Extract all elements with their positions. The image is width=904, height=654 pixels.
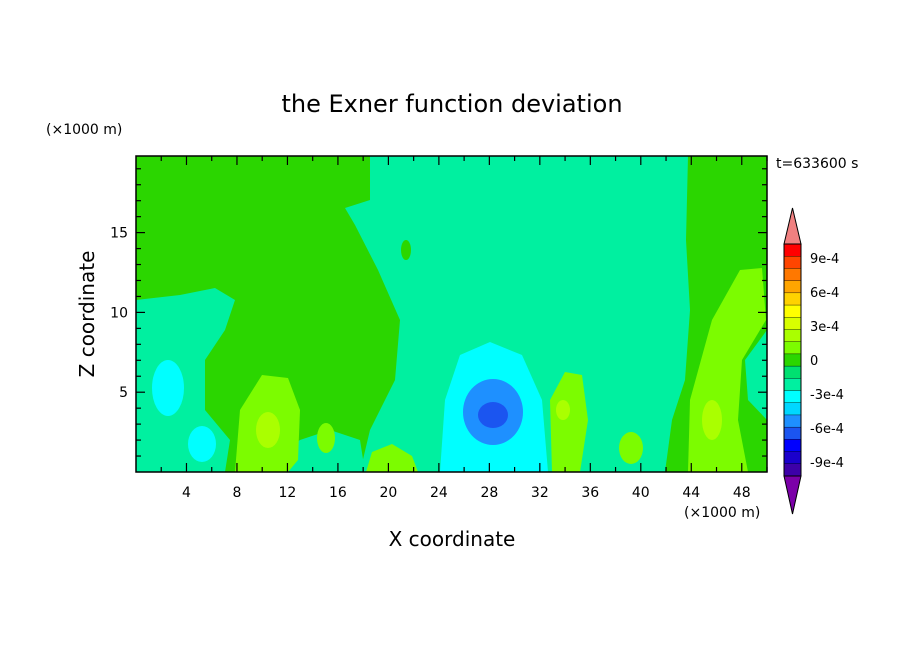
colorbar-band [783,268,802,282]
time-label: t=633600 s [776,156,858,172]
colorbar-min-arrow [783,475,802,515]
y-axis-label: Z coordinate [75,251,99,378]
x-tick-label: 40 [632,485,650,501]
colorbar-band [783,243,802,257]
colorbar-band [783,317,802,331]
x-tick-label: 20 [379,485,397,501]
plot-frame [135,155,768,473]
x-tick-label: 8 [232,485,241,501]
x-tick-label: 48 [733,485,751,501]
colorbar-band [783,329,802,343]
x-tick-label: 32 [531,485,549,501]
contour-field [136,156,767,472]
colorbar-band [783,463,802,477]
colorbar-tick-label: 9e-4 [810,252,839,267]
colorbar-max-arrow [783,207,802,245]
colorbar-tick-label: -6e-4 [810,422,844,437]
x-unit-label: (×1000 m) [684,505,760,521]
y-tick-label: 10 [110,305,128,321]
colorbar-band [783,402,802,416]
x-tick-label: 28 [480,485,498,501]
contour-fill-minimum [478,402,508,428]
colorbar-band [783,426,802,440]
colorbar-band [783,292,802,306]
colorbar: 9e-4 6e-4 3e-4 0 -3e-4 -6e-4 -9e-4 [783,207,844,515]
colorbar-band [783,280,802,294]
contour-fill-warm-right-core [702,400,722,440]
colorbar-band [783,451,802,465]
colorbar-tick-label: 6e-4 [810,286,839,301]
contour-fill-warm-spot-1 [317,423,335,453]
x-axis-label: X coordinate [389,527,516,551]
x-tick-label: 12 [279,485,297,501]
colorbar-band [783,365,802,379]
x-tick-label: 16 [329,485,347,501]
contour-fill-warm-mid [550,372,588,472]
colorbar-band [783,390,802,404]
colorbar-tick-label: 0 [810,354,818,369]
y-axis-ticks: 5 10 15 [110,168,767,457]
contour-fill-small-spot [401,240,411,260]
contour-fill-warm-bottom [366,444,418,472]
contour-fill-warm-left-core [256,412,280,448]
contour-fill-left-cyan [152,360,184,416]
contour-fill-zero-band [345,156,690,472]
colorbar-band [783,353,802,367]
colorbar-band [783,256,802,270]
contour-fill-left-patch [136,288,235,472]
x-tick-label: 36 [581,485,599,501]
y-tick-label: 15 [110,226,128,242]
chart-title: the Exner function deviation [281,90,622,118]
x-tick-label: 24 [430,485,448,501]
colorbar-band [783,378,802,392]
colorbar-tick-label: -3e-4 [810,388,844,403]
colorbar-band [783,304,802,318]
y-unit-label: (×1000 m) [46,122,122,138]
contour-fill-right-patch [745,330,767,420]
x-tick-label: 4 [182,485,191,501]
colorbar-tick-label: -9e-4 [810,456,844,471]
contour-fill-warm-spot-2 [619,432,643,464]
colorbar-tick-label: 3e-4 [810,320,839,335]
colorbar-band [783,439,802,453]
colorbar-band [783,414,802,428]
colorbar-frame [783,243,802,477]
y-tick-label: 5 [119,385,128,401]
x-tick-label: 44 [682,485,700,501]
contour-fill-left-cyan-2 [188,426,216,462]
colorbar-band [783,341,802,355]
x-axis-ticks: 4 8 12 16 20 24 28 32 36 40 44 48 [160,156,768,501]
contour-fill-warm-mid-core [556,400,570,420]
